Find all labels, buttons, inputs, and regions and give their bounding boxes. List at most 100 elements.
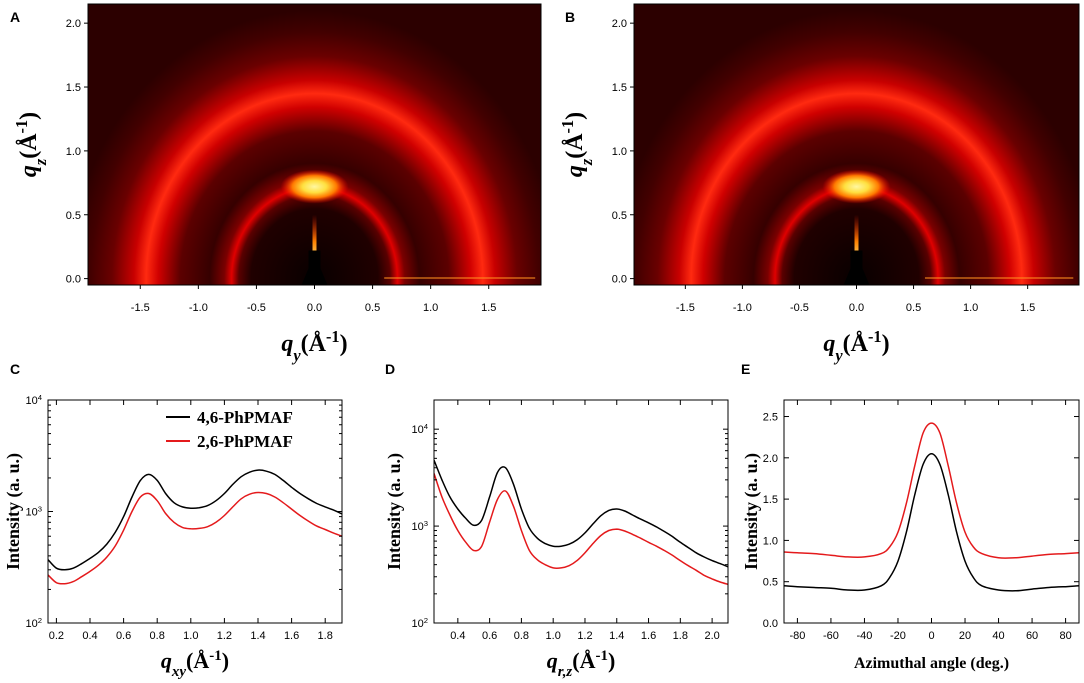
x-tick-label: 0.5 xyxy=(906,302,921,314)
x-axis-label: qr,z(Å-1) xyxy=(547,648,616,680)
y-tick-label: 1.0 xyxy=(612,146,627,158)
series-line-2,6-PhPMAF xyxy=(48,491,342,585)
lamellar-peak xyxy=(822,169,891,204)
y-tick-label: 0.0 xyxy=(612,274,627,286)
y-axis-label: qz(Å-1) xyxy=(12,112,50,177)
x-tick-label: 0.4 xyxy=(450,630,465,642)
x-tick-label: 1.4 xyxy=(609,630,624,642)
panel-label: C xyxy=(10,361,20,377)
x-tick-label: -1.5 xyxy=(131,302,150,314)
y-tick-label: 0.5 xyxy=(763,577,778,589)
y-tick-label: 2.0 xyxy=(763,453,778,465)
x-tick-label: 1.2 xyxy=(217,630,232,642)
y-tick-label: 1.0 xyxy=(763,535,778,547)
panel-d: 0.4 0.6 0.8 1.0 1.2 1.4 1.6 1.8 2.0 102 103 104 qr,z… xyxy=(384,361,729,680)
x-tick-label: 1.6 xyxy=(284,630,299,642)
beam-stop xyxy=(308,250,321,271)
x-axis-label: qxy(Å-1) xyxy=(161,648,229,680)
x-tick-label: 1.6 xyxy=(641,630,656,642)
x-tick-label: -1.0 xyxy=(733,302,752,314)
x-tick-label: 40 xyxy=(992,630,1004,642)
y-tick-label: 103 xyxy=(25,504,42,519)
series-line-2,6-PhPMAF xyxy=(434,473,728,586)
x-tick-label: 1.4 xyxy=(250,630,265,642)
x-axis-label: qy(Å-1) xyxy=(823,327,889,365)
panel-e: -80 -60 -40 -20 0 20 40 60 80 0.0 0.5 1.0 1.5 2.0 2.5 A… xyxy=(741,361,1080,672)
x-tick-label: 1.5 xyxy=(481,302,496,314)
x-tick-label: -40 xyxy=(857,630,873,642)
panel-label: D xyxy=(385,361,395,377)
plot-frame xyxy=(433,399,729,624)
x-tick-label: -80 xyxy=(789,630,805,642)
panel-c: 0.2 0.4 0.6 0.8 1.0 1.2 1.4 1.6 1.8 102 103 104 qxy(… xyxy=(3,361,343,680)
series-line-4,6-PhPMAF xyxy=(784,452,1079,592)
x-tick-label: 60 xyxy=(1026,630,1038,642)
y-tick-label: 102 xyxy=(411,616,428,631)
y-tick-label: 0.5 xyxy=(612,210,627,222)
beam-stop-base xyxy=(843,268,870,285)
specular-streak xyxy=(312,214,317,264)
y-tick-label: 0.5 xyxy=(66,210,81,222)
plot-frame xyxy=(47,399,343,624)
x-tick-label: 0.5 xyxy=(365,302,380,314)
x-tick-label: -1.0 xyxy=(189,302,208,314)
x-tick-label: 0.2 xyxy=(49,630,64,642)
series-line-2,6-PhPMAF xyxy=(784,422,1079,559)
x-tick-label: 1.0 xyxy=(546,630,561,642)
panel-label: A xyxy=(10,9,20,25)
scattering-rings xyxy=(634,10,1079,285)
x-tick-label: 20 xyxy=(959,630,971,642)
series-line-4,6-PhPMAF xyxy=(434,459,728,568)
x-tick-label: 0.0 xyxy=(849,302,864,314)
y-tick-label: 0.0 xyxy=(763,618,778,630)
y-tick-label: 1.5 xyxy=(612,82,627,94)
beam-stop xyxy=(850,250,863,271)
legend: 4,6-PhPMAF 2,6-PhPMAF xyxy=(166,408,293,451)
y-tick-label: 104 xyxy=(411,422,428,437)
scattering-rings xyxy=(88,10,541,285)
y-axis-label: Intensity (a. u.) xyxy=(741,453,762,570)
x-tick-label: -0.5 xyxy=(247,302,266,314)
y-tick-label: 1.0 xyxy=(66,146,81,158)
x-axis-label: qy(Å-1) xyxy=(281,327,347,365)
series-group xyxy=(434,459,728,586)
x-axis-label: Azimuthal angle (deg.) xyxy=(854,655,1009,672)
scattering-map xyxy=(634,4,1079,285)
scattering-map xyxy=(88,4,541,285)
y-axis-label: Intensity (a. u.) xyxy=(3,453,24,570)
y-tick-label: 2.0 xyxy=(66,18,81,30)
x-tick-label: 0.0 xyxy=(307,302,322,314)
y-axis-label: qz(Å-1) xyxy=(558,112,596,177)
x-tick-label: 0 xyxy=(928,630,934,642)
y-axis-label: Intensity (a. u.) xyxy=(384,453,405,570)
x-tick-label: -60 xyxy=(823,630,839,642)
x-tick-label: 1.0 xyxy=(423,302,438,314)
x-tick-label: 0.6 xyxy=(482,630,497,642)
y-tick-label: 1.5 xyxy=(66,82,81,94)
specular-streak xyxy=(854,214,859,264)
x-tick-label: 1.8 xyxy=(673,630,688,642)
x-tick-label: 1.0 xyxy=(183,630,198,642)
x-tick-label: 1.8 xyxy=(318,630,333,642)
y-tick-label: 104 xyxy=(25,393,42,408)
x-tick-label: 0.6 xyxy=(116,630,131,642)
legend-label: 2,6-PhPMAF xyxy=(197,432,293,451)
x-tick-label: 1.0 xyxy=(963,302,978,314)
series-group xyxy=(48,469,342,585)
series-group xyxy=(784,422,1079,592)
x-tick-label: 0.4 xyxy=(82,630,97,642)
panel-a: -1.5 -1.0 -0.5 0.0 0.5 1.0 1.5 0.0 0.5 1.0 1.5 2.0 q… xyxy=(10,3,542,365)
x-tick-label: 1.5 xyxy=(1020,302,1035,314)
panel-b: -1.5 -1.0 -0.5 0.0 0.5 1.0 1.5 0.0 0.5 1.0 1.5 2.0 q… xyxy=(558,3,1080,365)
x-tick-label: 0.8 xyxy=(514,630,529,642)
y-tick-label: 0.0 xyxy=(66,274,81,286)
x-tick-label: 80 xyxy=(1059,630,1071,642)
y-tick-label: 102 xyxy=(25,616,42,631)
series-line-4,6-PhPMAF xyxy=(48,469,342,571)
beam-stop-base xyxy=(301,268,328,285)
panel-label: E xyxy=(741,361,750,377)
panel-label: B xyxy=(565,9,575,25)
x-tick-label: 1.2 xyxy=(577,630,592,642)
y-tick-label: 2.5 xyxy=(763,412,778,424)
